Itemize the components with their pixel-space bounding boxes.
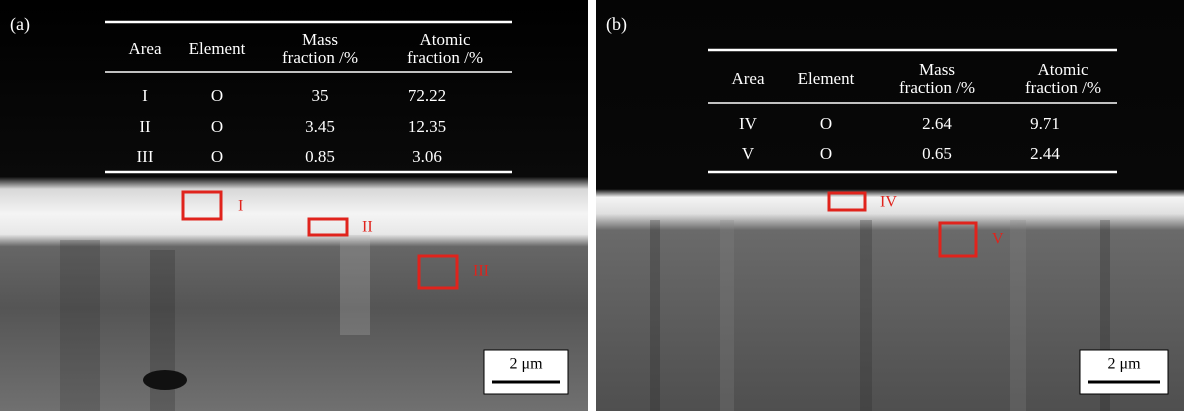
table-cell: O <box>211 86 223 105</box>
table-cell: 0.85 <box>305 147 335 166</box>
table-cell: 3.45 <box>305 117 335 136</box>
table-cell: 9.71 <box>1030 114 1060 133</box>
panel-label: (a) <box>10 14 30 35</box>
region-label: I <box>238 198 243 215</box>
table-cell: O <box>820 144 832 163</box>
table-cell: III <box>137 147 154 166</box>
table-cell: 3.06 <box>412 147 442 166</box>
figure: (a)AreaElementMassfraction /%Atomicfract… <box>0 0 1184 411</box>
defect <box>143 370 187 390</box>
table-header: Area <box>128 39 161 58</box>
table-cell: O <box>211 117 223 136</box>
panel-label: (b) <box>606 14 627 35</box>
region-label: V <box>992 231 1004 248</box>
table-cell: IV <box>739 114 758 133</box>
scale-bar-label: 2 μm <box>1107 356 1141 373</box>
region-label: IV <box>880 194 897 211</box>
table-cell: II <box>139 117 151 136</box>
table-header: Area <box>731 69 764 88</box>
table-header: Element <box>798 69 855 88</box>
table-cell: 35 <box>312 86 329 105</box>
table-cell: 0.65 <box>922 144 952 163</box>
table-cell: V <box>742 144 755 163</box>
table-header: Element <box>189 39 246 58</box>
table-cell: O <box>820 114 832 133</box>
table-cell: I <box>142 86 148 105</box>
region-label: III <box>473 263 489 280</box>
table-cell: 2.64 <box>922 114 952 133</box>
region-label: II <box>362 219 373 236</box>
table-cell: 12.35 <box>408 117 446 136</box>
table-cell: 72.22 <box>408 86 446 105</box>
table-cell: O <box>211 147 223 166</box>
scale-bar-label: 2 μm <box>509 356 543 373</box>
table-cell: 2.44 <box>1030 144 1060 163</box>
